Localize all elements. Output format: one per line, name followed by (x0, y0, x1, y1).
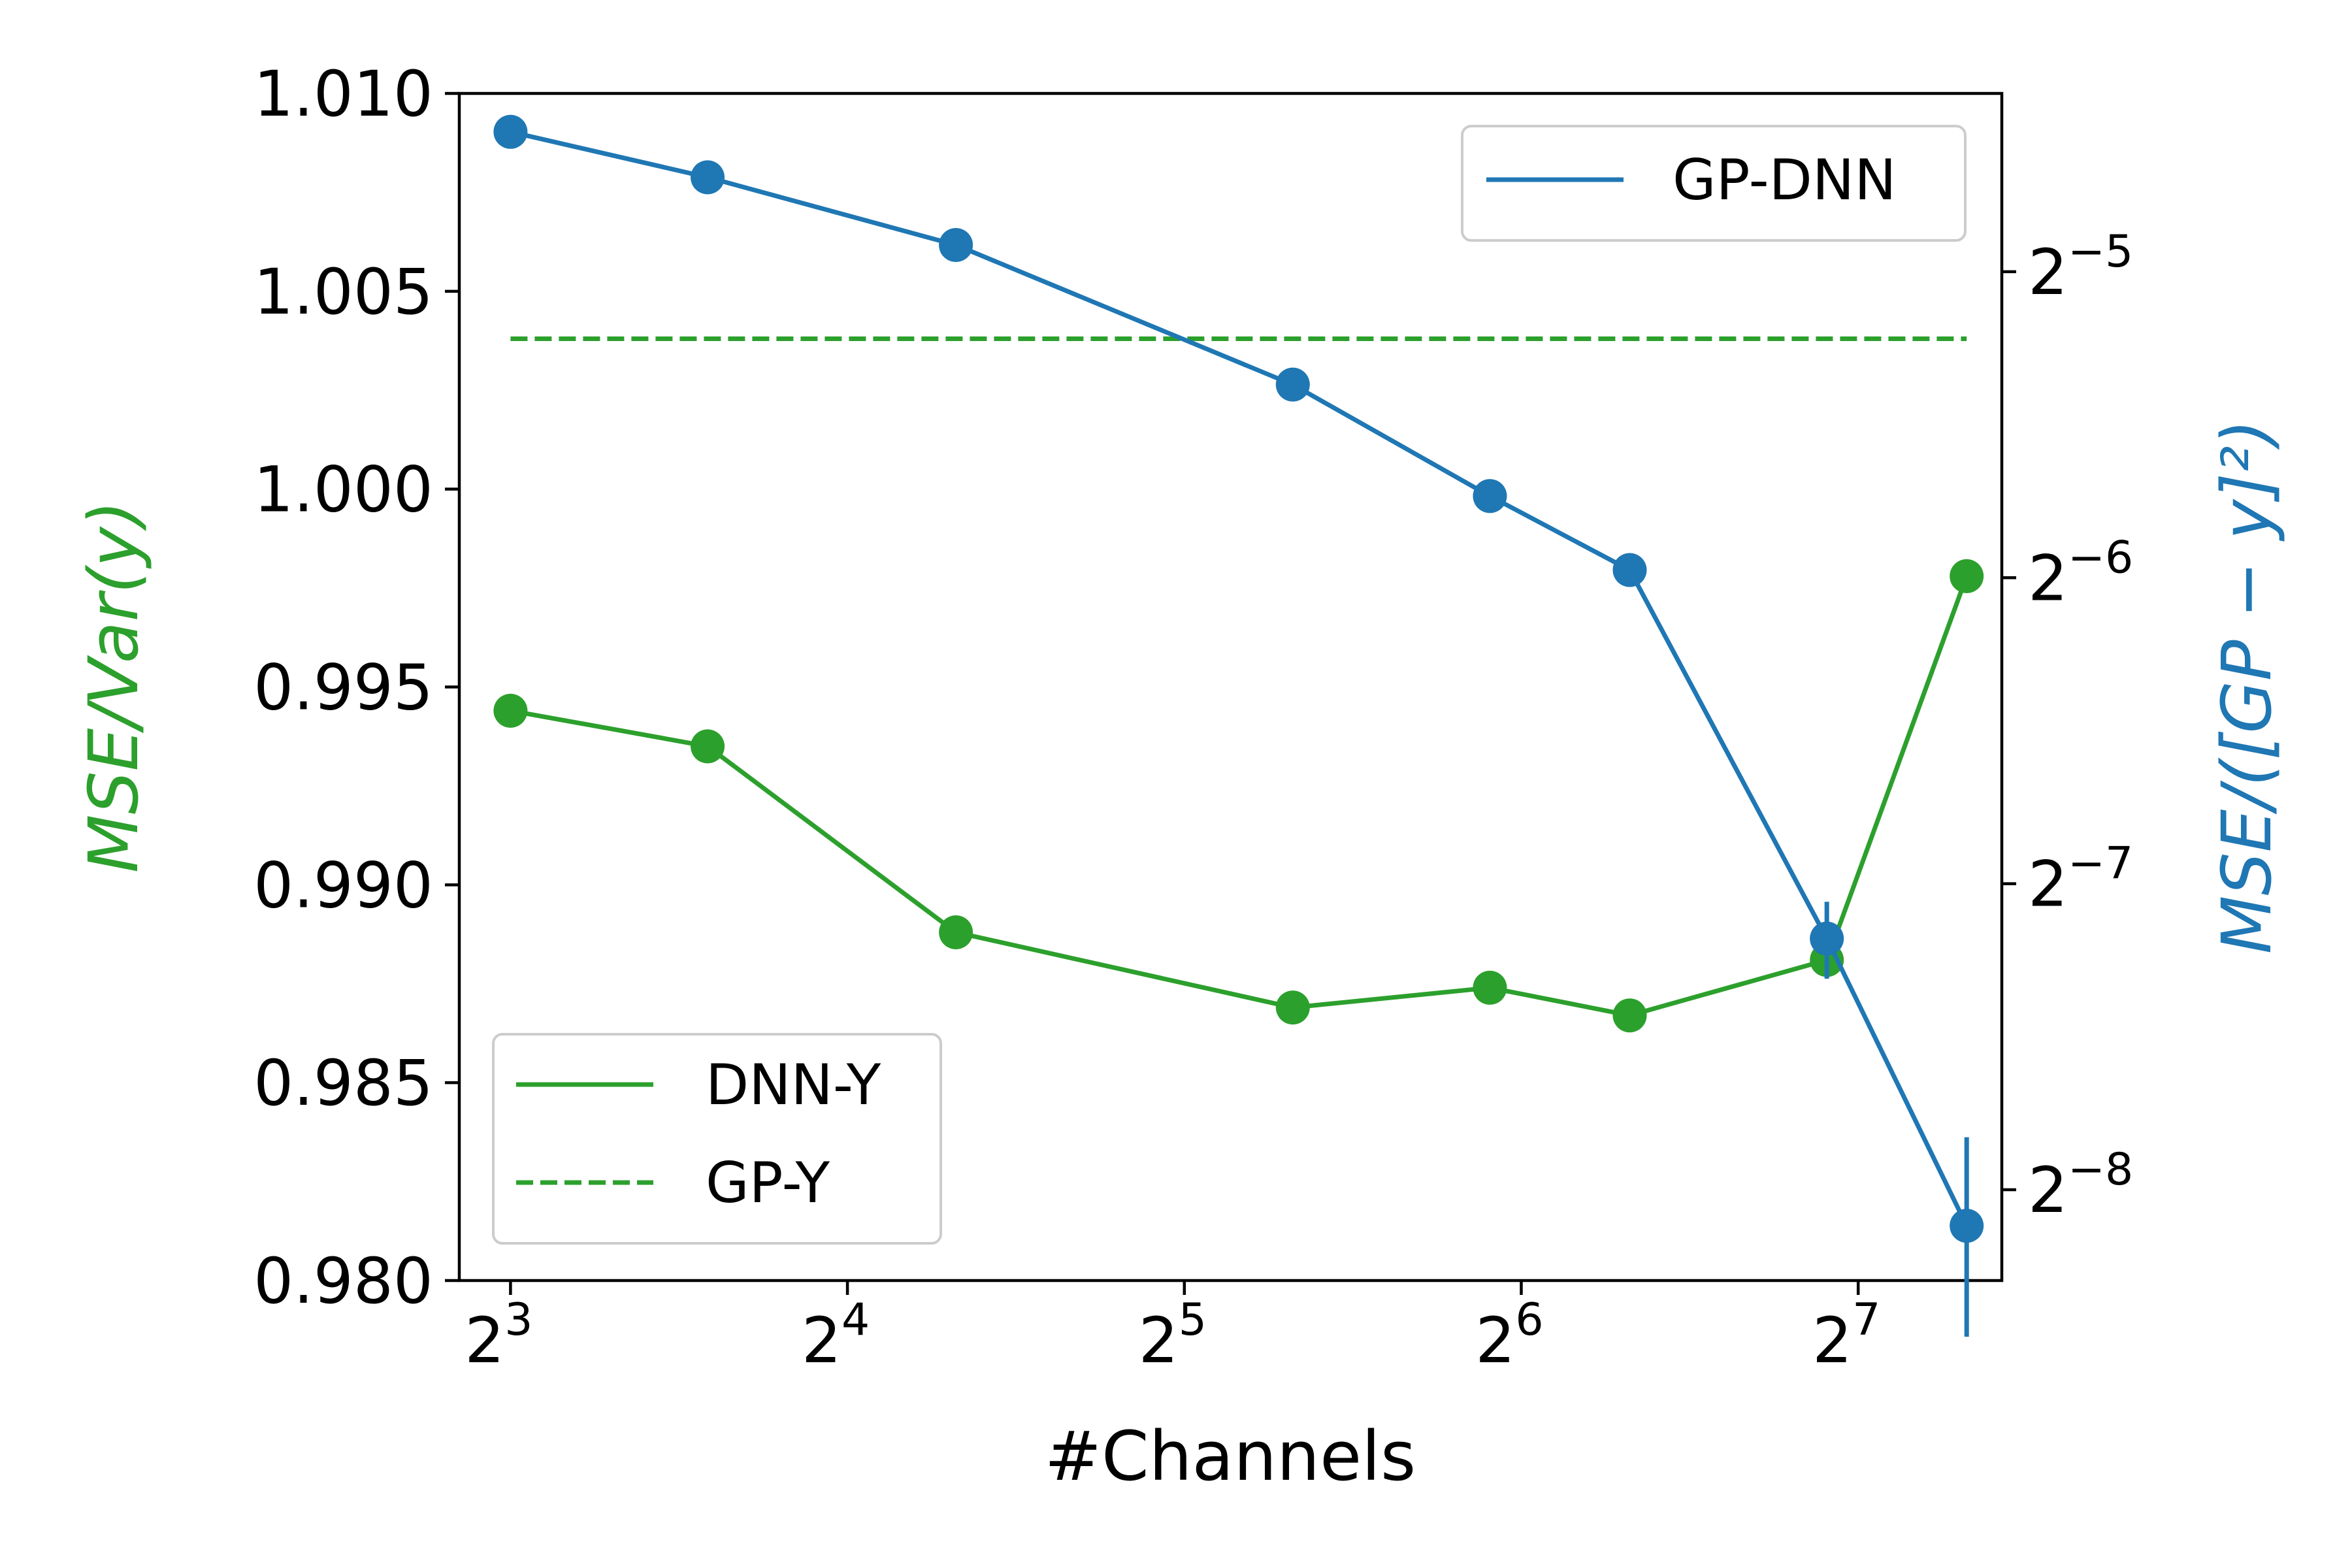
data-point-gp-dnn (1810, 921, 1844, 956)
legend-box-upper-right (1461, 125, 1967, 242)
left-tick-label: 1.005 (253, 255, 433, 329)
data-point-gp-dnn (939, 227, 973, 262)
x-tick-label: 24 (802, 1294, 870, 1377)
series-layer (493, 114, 1984, 1337)
x-tick-label: 27 (1812, 1294, 1880, 1377)
x-tick-label: 25 (1139, 1294, 1207, 1377)
left-tick-label: 0.980 (253, 1245, 433, 1318)
left-tick-label: 0.990 (253, 849, 433, 922)
right-tick-label: 2−8 (2028, 1144, 2133, 1227)
right-y-axis-label: MSE/([GP − y]²) (2207, 419, 2287, 955)
data-point-gp-dnn (493, 114, 528, 149)
data-point-dnn-y (691, 729, 725, 764)
series-line-gp-dnn (510, 129, 1969, 1227)
data-point-gp-dnn (1275, 367, 1310, 402)
left-tick-label: 0.985 (253, 1047, 433, 1120)
legend-lower-left: DNN-Y GP-Y (492, 1033, 942, 1245)
x-axis: 23 24 25 26 27 (465, 1281, 1880, 1377)
right-tick-label: 2−5 (2028, 226, 2133, 309)
left-tick-label: 1.010 (253, 57, 433, 131)
data-point-dnn-y (493, 693, 528, 728)
series-line-dnn-y (510, 575, 1969, 1018)
data-point-gp-dnn (691, 160, 725, 195)
x-axis-label: #Channels (1045, 1416, 1416, 1496)
right-tick-label: 2−7 (2028, 838, 2133, 921)
data-point-dnn-y (1950, 559, 1984, 593)
legend-label-dnn-y: DNN-Y (706, 1053, 881, 1118)
data-point-dnn-y (939, 915, 973, 950)
left-tick-label: 0.995 (253, 651, 433, 725)
data-point-gp-dnn (1473, 479, 1507, 514)
left-y-axis-label: MSE/Var(y) (74, 500, 154, 873)
legend-label-gp-dnn: GP-DNN (1673, 148, 1897, 213)
right-y-axis: 2−5 2−6 2−7 2−8 (2002, 226, 2133, 1227)
left-tick-label: 1.000 (253, 453, 433, 527)
data-point-dnn-y (1473, 970, 1507, 1005)
legend-label-gp-y: GP-Y (706, 1151, 830, 1216)
left-y-axis: 0.980 0.985 0.990 0.995 1.000 1.005 1.010 (253, 57, 459, 1318)
data-point-dnn-y (1275, 990, 1310, 1025)
data-point-dnn-y (1612, 998, 1647, 1033)
x-tick-label: 23 (465, 1294, 532, 1377)
x-tick-label: 26 (1475, 1294, 1543, 1377)
data-point-gp-dnn (1612, 553, 1647, 587)
right-tick-label: 2−6 (2028, 532, 2133, 615)
legend-upper-right: GP-DNN (1461, 125, 1967, 242)
data-point-gp-dnn (1950, 1209, 1984, 1243)
